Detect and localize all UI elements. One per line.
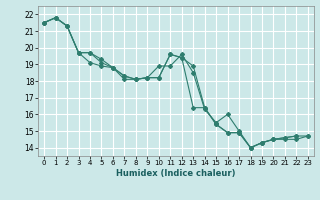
X-axis label: Humidex (Indice chaleur): Humidex (Indice chaleur)	[116, 169, 236, 178]
